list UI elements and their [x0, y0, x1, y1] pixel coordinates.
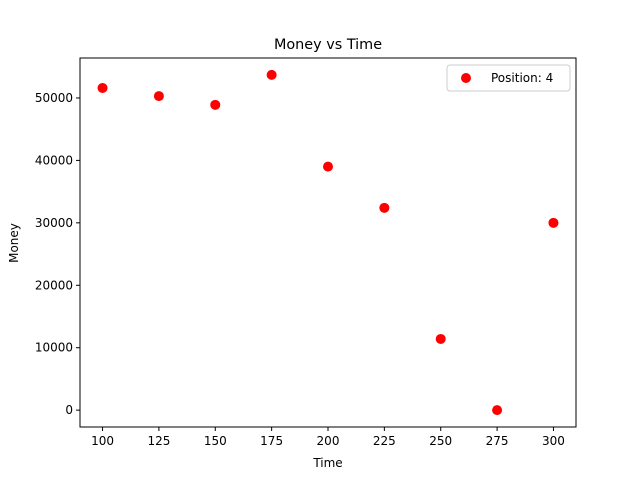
x-tick-label: 300 [542, 434, 565, 448]
data-point [548, 217, 559, 228]
y-tick-label: 20000 [35, 278, 73, 292]
data-point [97, 82, 108, 93]
x-tick-label: 200 [317, 434, 340, 448]
data-point [492, 405, 503, 416]
x-tick-label: 125 [147, 434, 170, 448]
y-tick-label: 40000 [35, 153, 73, 167]
plot-area: 100 125 150 175 200 225 250 275 300 0 10000 20000 30… [35, 57, 577, 448]
legend: Position: 4 [446, 64, 571, 92]
y-tick-label: 50000 [35, 91, 73, 105]
x-tick-label: 250 [429, 434, 452, 448]
chart-title: Money vs Time [274, 37, 382, 53]
data-point [210, 99, 221, 110]
x-tick-label: 275 [486, 434, 509, 448]
x-tick-label: 175 [260, 434, 283, 448]
data-point [153, 91, 164, 102]
data-point [323, 161, 333, 172]
x-tick-label: 225 [373, 434, 396, 448]
x-axis-label: Time [312, 456, 342, 470]
y-tick-label: 10000 [35, 341, 73, 355]
legend-marker [461, 73, 471, 83]
legend-frame [446, 64, 571, 92]
y-axis-label: Money [7, 223, 21, 263]
axes-frame [79, 57, 577, 428]
x-tick-label: 150 [204, 434, 227, 448]
legend-label: Position: 4 [491, 71, 553, 85]
x-tick-label: 100 [91, 434, 114, 448]
data-point [435, 333, 446, 344]
y-tick-label: 30000 [35, 216, 73, 230]
data-point [379, 202, 390, 213]
y-tick-label: 0 [65, 403, 73, 417]
data-point [266, 69, 277, 80]
